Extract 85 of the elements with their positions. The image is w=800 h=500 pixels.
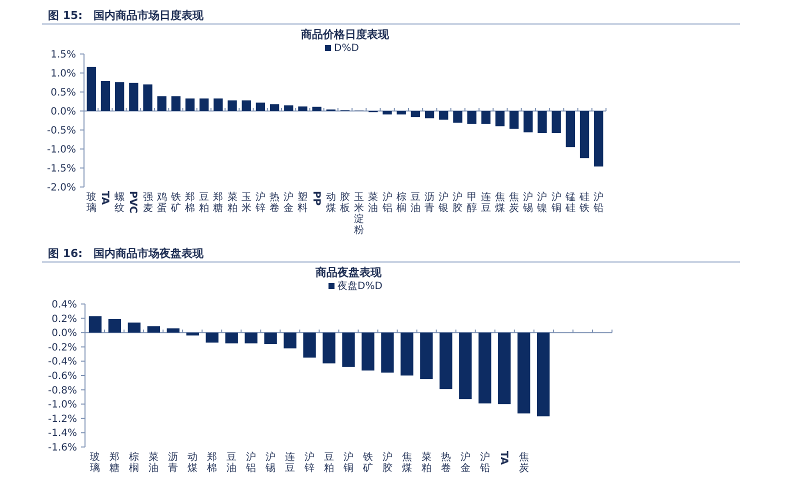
y-tick-label: 0.4% [52,300,77,310]
x-tick-label: 沪金 [284,191,294,214]
y-tick-label: -0.2% [48,342,77,354]
x-tick-label: 沥青 [168,451,178,474]
y-tick-label: -0.6% [48,371,77,382]
y-tick-label: 0.0% [52,328,77,340]
x-tick-label: 郑棉 [185,191,196,214]
x-tick-label: 沪银 [438,191,449,214]
x-tick-label: 郑棉 [207,451,218,474]
y-tick-label: -0.5% [46,126,76,136]
y-tick-label: -1.4% [48,428,77,440]
x-tick-label: 铁矿 [170,191,181,214]
x-tick-label: 动煤 [326,192,336,214]
y-tick-label: 0.0% [50,106,76,118]
x-tick-label: 塑料 [298,191,308,214]
x-tick-label: 焦煤 [402,451,412,474]
x-tick-label: 沪胶 [452,191,463,214]
x-tick-label: 沪金 [460,451,470,474]
y-tick-label: -0.4% [48,356,77,368]
chart-subtitle: 商品夜盘表现 [314,266,382,279]
x-tick-label: 玉米 [241,192,252,214]
y-tick-label: -1.0% [48,400,77,411]
x-tick-label: 沪铜 [342,451,354,474]
x-tick-label: 沪锡 [522,191,534,214]
x-tick-label: 沪锡 [264,451,276,474]
x-tick-label: PP [310,191,322,206]
y-tick-label: -2.0% [46,182,76,194]
y-tick-label: -1.5% [46,164,76,174]
x-tick-label: 连豆 [480,191,491,214]
x-tick-label: 沪铅 [592,191,604,214]
x-tick-label: 连豆 [285,451,296,474]
x-tick-label: 锰硅 [564,192,576,214]
x-tick-label: TA [498,451,509,466]
x-tick-label: 焦炭 [518,451,529,474]
y-tick-label: 0.5% [50,88,76,98]
x-tick-label: 沪铜 [550,191,562,214]
x-tick-label: 胶板 [339,191,350,214]
x-tick-label: 沪胶 [382,451,392,474]
x-tick-label: 玉米淀粉 [354,192,364,236]
x-tick-label: 沪铅 [478,451,490,474]
x-tick-label: 铁矿 [362,451,373,474]
x-tick-label: 菜油 [148,451,159,474]
x-tick-label: 豆油 [410,192,420,214]
x-tick-label: 玻璃 [90,451,100,474]
x-tick-label: 螺纹 [114,191,125,214]
x-tick-label: 棕榈 [129,451,140,474]
x-tick-label: PVC [127,191,138,214]
x-tick-label: 豆粕 [324,452,334,474]
x-tick-label: 玻璃 [86,191,96,214]
x-tick-label: 菜粕 [227,191,238,214]
y-tick-label: -0.8% [48,385,77,396]
x-tick-label: 鸡蛋 [156,192,167,214]
chart-subtitle: 商品价格日度表现 [300,28,390,41]
x-tick-label: 沪镍 [536,191,548,214]
x-tick-label: 沥青 [424,191,435,214]
x-tick-label: 菜油 [368,191,378,214]
x-tick-label: 焦炭 [509,191,520,214]
x-tick-label: 豆油 [226,452,237,474]
legend-label: D%D [334,43,360,54]
y-tick-label: 1.0% [50,68,76,80]
x-tick-label: 硅铁 [578,191,590,214]
x-tick-label: 焦煤 [494,191,505,214]
x-tick-label: 郑糖 [213,191,224,214]
y-tick-label: -1.0% [46,144,76,156]
x-tick-label: 热卷 [270,192,280,214]
x-tick-label: 甲醇 [466,192,477,214]
x-tick-label: TA [98,191,110,206]
legend-label: 夜盘D%D [338,280,383,292]
x-tick-label: 棕榈 [396,191,406,214]
x-tick-label: 郑糖 [110,451,120,474]
x-tick-label: 动煤 [188,452,198,474]
x-tick-label: 沪铝 [245,451,256,474]
x-tick-label: 沪铝 [381,191,392,214]
y-tick-label: -1.6% [48,442,77,454]
y-tick-label: 1.5% [50,50,76,60]
chart-title: 图 15: 国内商品市场日度表现 [48,9,205,22]
x-tick-label: 沪锌 [304,451,315,474]
x-tick-label: 强麦 [142,192,153,214]
y-tick-label: -1.2% [48,414,77,425]
x-tick-label: 菜粕 [421,451,432,474]
x-tick-label: 热卷 [440,452,451,474]
x-tick-label: 沪锌 [254,191,266,214]
chart-title: 图 16: 国内商品市场夜盘表现 [48,247,205,260]
y-tick-label: 0.2% [52,314,77,325]
x-tick-label: 豆粕 [199,192,210,214]
